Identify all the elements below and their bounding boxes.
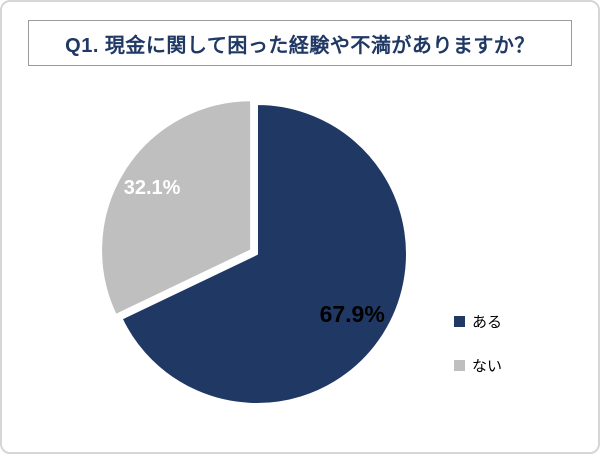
legend-label-nai: ない [472, 357, 503, 375]
chart-title: Q1. 現金に関して困った経験や不満がありますか？ [65, 34, 535, 57]
legend-label-aru: ある [472, 313, 503, 331]
pie-value-label-1: 32.1% [124, 177, 181, 199]
legend-item-nai: ない [454, 356, 503, 375]
legend-swatch-nai [454, 359, 465, 371]
legend-swatch-aru [454, 315, 465, 327]
legend: ある ない [454, 312, 502, 400]
pie-value-label-0: 67.9% [320, 301, 385, 327]
pie-slice-1 [100, 99, 253, 316]
chart-title-box: Q1. 現金に関して困った経験や不満がありますか？ [28, 20, 572, 66]
legend-item-aru: ある [454, 312, 503, 331]
pie-slice-0 [120, 103, 408, 405]
